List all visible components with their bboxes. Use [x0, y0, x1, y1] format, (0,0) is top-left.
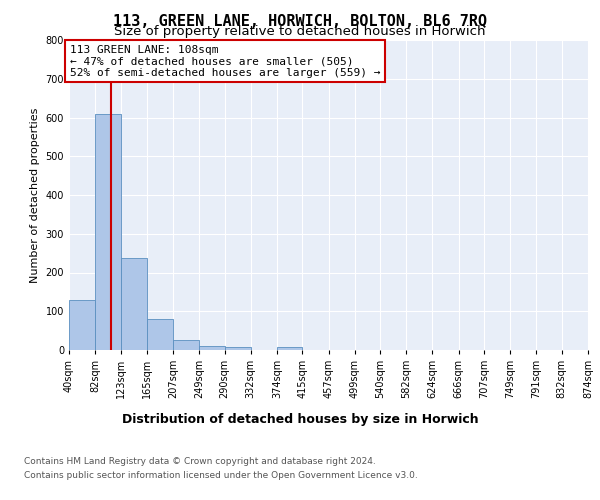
- Bar: [69, 300, 95, 350]
- Bar: [121, 258, 147, 350]
- Text: Contains HM Land Registry data © Crown copyright and database right 2024.: Contains HM Land Registry data © Crown c…: [24, 457, 376, 466]
- Text: Distribution of detached houses by size in Horwich: Distribution of detached houses by size …: [122, 412, 478, 426]
- Bar: [95, 114, 121, 350]
- Text: 113 GREEN LANE: 108sqm
← 47% of detached houses are smaller (505)
52% of semi-de: 113 GREEN LANE: 108sqm ← 47% of detached…: [70, 44, 380, 78]
- Bar: [277, 347, 302, 350]
- Bar: [173, 340, 199, 350]
- Bar: [147, 319, 173, 350]
- Y-axis label: Number of detached properties: Number of detached properties: [30, 108, 40, 282]
- Text: Contains public sector information licensed under the Open Government Licence v3: Contains public sector information licen…: [24, 471, 418, 480]
- Bar: [199, 346, 224, 350]
- Bar: [224, 347, 251, 350]
- Text: Size of property relative to detached houses in Horwich: Size of property relative to detached ho…: [114, 25, 486, 38]
- Text: 113, GREEN LANE, HORWICH, BOLTON, BL6 7RQ: 113, GREEN LANE, HORWICH, BOLTON, BL6 7R…: [113, 14, 487, 29]
